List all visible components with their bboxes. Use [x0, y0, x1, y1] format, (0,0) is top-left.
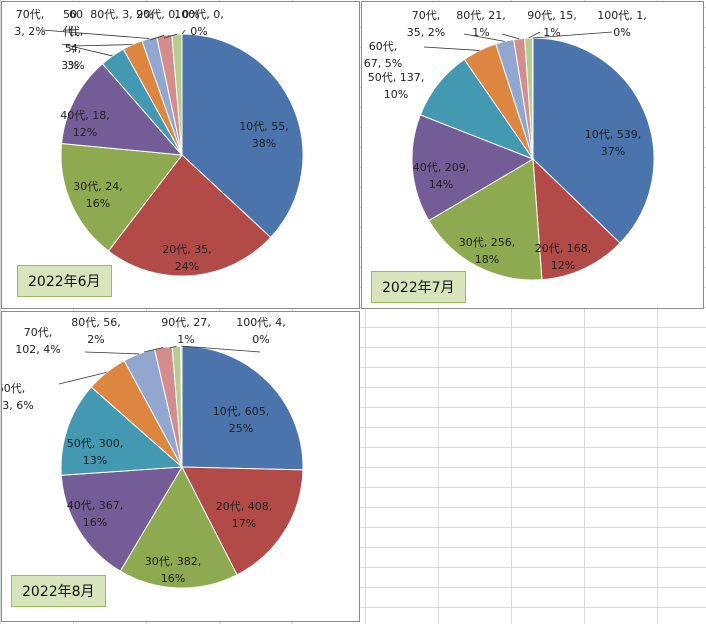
data-label-30代: 30代, 382, 16% — [145, 555, 201, 585]
data-label-10代: 10代, 539, 37% — [585, 128, 641, 158]
chart-title-august: 2022年8月 — [11, 575, 106, 607]
pie-chart-july-svg: 10代, 539, 37% 20代, 168, 12% 30代, 256, 18% 40代,… — [364, 9, 655, 281]
leader-line-70代 — [84, 351, 139, 355]
data-label-10代: 10代, 605, 25% — [213, 405, 269, 435]
leader-line-80代 — [149, 34, 165, 41]
pie-slice-30代[interactable] — [60, 142, 183, 252]
leader-line-90代 — [528, 31, 541, 39]
pie-slice-40代[interactable] — [60, 466, 183, 572]
data-label-100代: 100代, 0, 0% — [174, 8, 223, 38]
pie-slice-20代[interactable] — [532, 157, 621, 281]
pie-slice-40代[interactable] — [60, 63, 184, 156]
data-label-90代: 90代, 0, 0% — [136, 8, 199, 21]
pie-slice-10代[interactable] — [532, 37, 655, 244]
data-label-100代: 100代, 4, 0% — [236, 316, 285, 346]
data-label-20代: 20代, 408, 17% — [216, 500, 272, 530]
data-label-80代: 80代, 3, 2% — [90, 8, 153, 21]
leader-line-100代 — [181, 29, 186, 35]
data-label-90代: 90代, 27, 1% — [161, 316, 210, 346]
pie-chart-august[interactable]: 10代, 605, 25% 20代, 408, 17% 30代, 382, 16% 40代,… — [1, 311, 360, 622]
data-label-40代: 40代, 209, 14% — [413, 161, 469, 191]
data-label-70代: 70代, 102, 4% — [15, 326, 60, 356]
pie-slice-10代[interactable] — [181, 33, 304, 239]
leader-line-90代 — [163, 33, 178, 39]
leader-line-70代 — [41, 29, 150, 39]
leader-line-60代 — [423, 46, 480, 51]
data-label-40代: 40代, 18, 12% — [60, 109, 109, 139]
chart-title-june: 2022年6月 — [17, 265, 112, 297]
pie-slice-20代[interactable] — [181, 466, 304, 576]
pie-chart-june[interactable]: 10代, 55, 38% 20代, 35, 24% 30代, 24, 16% 40代, 18… — [1, 1, 360, 309]
data-label-40代: 40代, 367, 16% — [67, 499, 123, 529]
data-label-90代: 90代, 15, 1% — [527, 9, 576, 39]
leader-line-100代 — [181, 345, 261, 353]
pie-slice-30代[interactable] — [428, 158, 543, 281]
data-label-50代: 50代, 300, 13% — [67, 437, 123, 467]
data-label-50代: 50代, 137, 10% — [368, 71, 424, 101]
data-label-60代: 60代, 67, 5% — [364, 40, 402, 70]
data-label-60代: 60代,133, 6% — [2, 382, 34, 412]
data-label-60代: 60 代, 4, 3% — [67, 8, 84, 72]
data-label-20代: 20代, 35, 24% — [162, 243, 211, 273]
leader-line-60代 — [58, 372, 107, 385]
data-label-20代: 20代, 168, 12% — [535, 242, 591, 272]
pie-slice-100代[interactable] — [531, 37, 534, 160]
data-label-80代: 80代, 56, 2% — [71, 316, 120, 346]
data-label-30代: 30代, 256, 18% — [459, 236, 515, 266]
data-label-70代: 70代, 35, 2% — [407, 9, 445, 39]
leader-line-70代 — [463, 33, 505, 42]
leader-line-60代 — [71, 44, 133, 47]
data-label-50代: 50 代, 5, 3% — [61, 8, 78, 72]
data-label-80代: 80代, 21, 1% — [456, 9, 505, 39]
leader-line-80代 — [501, 33, 520, 40]
leader-line-90代 — [169, 345, 177, 349]
pie-slice-50代[interactable] — [60, 386, 184, 476]
pie-slice-20代[interactable] — [107, 154, 272, 277]
pie-chart-june-svg: 10代, 55, 38% 20代, 35, 24% 30代, 24, 16% 40代, 18… — [14, 8, 304, 277]
pie-slice-30代[interactable] — [119, 465, 238, 589]
pie-slice-40代[interactable] — [411, 114, 535, 222]
pie-chart-july[interactable]: 10代, 539, 37% 20代, 168, 12% 30代, 256, 18% 40代,… — [361, 1, 704, 309]
data-label-10代: 10代, 55, 38% — [239, 120, 288, 150]
data-label-70代: 70代, 3, 2% — [14, 8, 45, 38]
data-label-100代: 100代, 1, 0% — [597, 9, 646, 39]
leader-line-100代 — [532, 31, 613, 39]
data-label-30代: 30代, 24, 16% — [73, 180, 122, 210]
leader-line-50代 — [61, 43, 113, 57]
pie-chart-august-svg: 10代, 605, 25% 20代, 408, 17% 30代, 382, 16% 40代,… — [2, 316, 304, 589]
leader-line-80代 — [143, 347, 164, 353]
chart-title-july: 2022年7月 — [371, 271, 466, 303]
